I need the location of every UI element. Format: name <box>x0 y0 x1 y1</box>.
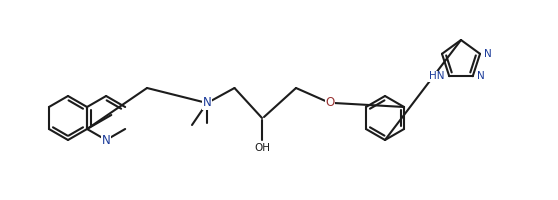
Text: O: O <box>325 97 335 110</box>
Text: N: N <box>102 134 110 146</box>
Text: N: N <box>477 71 484 81</box>
Text: N: N <box>484 49 492 59</box>
Text: HN: HN <box>429 71 444 81</box>
Text: OH: OH <box>254 143 270 153</box>
Text: N: N <box>203 97 211 110</box>
